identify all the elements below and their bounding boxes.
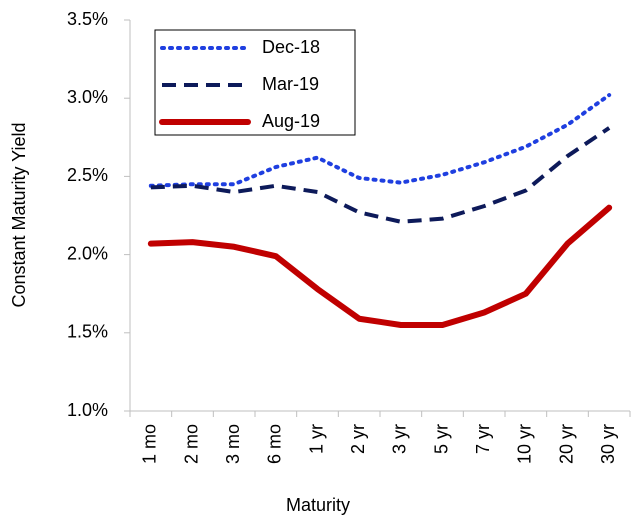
series-line: [148, 93, 612, 188]
legend-label: Aug-19: [262, 111, 320, 131]
x-tick-label: 1 yr: [306, 424, 326, 454]
x-tick-label: 1 mo: [140, 424, 160, 464]
x-tick-label: 7 yr: [473, 424, 493, 454]
y-tick-label: 3.0%: [67, 87, 108, 107]
series-line: [147, 204, 613, 328]
y-axis-label: Constant Maturity Yield: [9, 122, 29, 307]
x-tick-label: 3 mo: [223, 424, 243, 464]
y-tick-label: 1.5%: [67, 322, 108, 342]
x-tick-label: 2 mo: [181, 424, 201, 464]
x-tick-label: 6 mo: [265, 424, 285, 464]
x-tick-label: 5 yr: [431, 424, 451, 454]
series-line: [150, 126, 611, 224]
x-tick-label: 20 yr: [556, 424, 576, 464]
y-tick-label: 2.0%: [67, 243, 108, 263]
x-tick-label: 10 yr: [515, 424, 535, 464]
y-tick-label: 1.0%: [67, 400, 108, 420]
legend-label: Dec-18: [262, 37, 320, 57]
legend-label: Mar-19: [262, 74, 319, 94]
y-tick-label: 3.5%: [67, 9, 108, 29]
x-tick-label: 2 yr: [348, 424, 368, 454]
x-tick-label: 30 yr: [598, 424, 618, 464]
y-tick-label: 2.5%: [67, 165, 108, 185]
x-axis-label: Maturity: [286, 495, 350, 515]
x-tick-label: 3 yr: [390, 424, 410, 454]
